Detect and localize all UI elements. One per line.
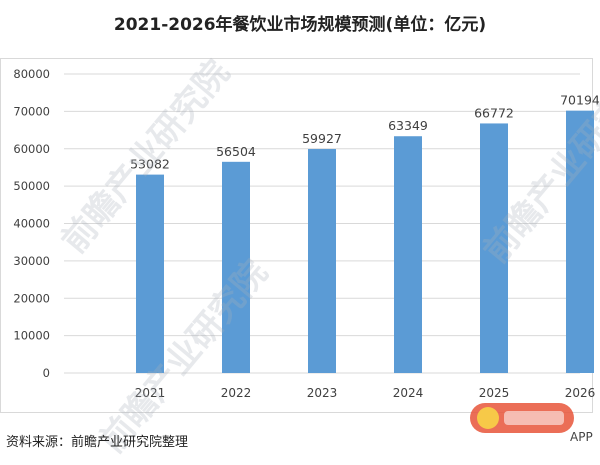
bar: [480, 123, 508, 373]
app-badge: APP: [570, 430, 593, 444]
x-tick-label: 2023: [307, 386, 338, 400]
bar: [566, 110, 594, 373]
y-tick-label: 40000: [13, 217, 50, 231]
x-tick-label: 2024: [393, 386, 424, 400]
bar: [136, 174, 164, 373]
x-tick-label: 2026: [565, 386, 596, 400]
x-tick-label: 2025: [479, 386, 510, 400]
data-label: 53082: [130, 157, 170, 172]
x-tick-label: 2021: [135, 386, 166, 400]
y-tick-label: 10000: [13, 329, 50, 343]
x-tick-label: 2022: [221, 386, 252, 400]
y-tick-label: 80000: [13, 67, 50, 81]
data-label: 66772: [474, 105, 514, 120]
bar: [308, 149, 336, 373]
data-label: 70194: [560, 93, 600, 108]
y-tick-label: 50000: [13, 179, 50, 193]
y-tick-label: 60000: [13, 142, 50, 156]
data-label: 63349: [388, 118, 428, 133]
data-label: 59927: [302, 131, 342, 146]
y-tick-label: 30000: [13, 254, 50, 268]
y-tick-label: 0: [43, 366, 50, 380]
y-tick-label: 70000: [13, 104, 50, 118]
bar: [394, 136, 422, 373]
chart-title: 2021-2026年餐饮业市场规模预测(单位：亿元): [113, 15, 487, 35]
source-note: 资料来源：前瞻产业研究院整理: [6, 435, 189, 450]
brand-logo: [462, 395, 582, 443]
y-tick-label: 20000: [13, 291, 50, 305]
data-label: 56504: [216, 144, 256, 159]
bar: [222, 161, 250, 373]
